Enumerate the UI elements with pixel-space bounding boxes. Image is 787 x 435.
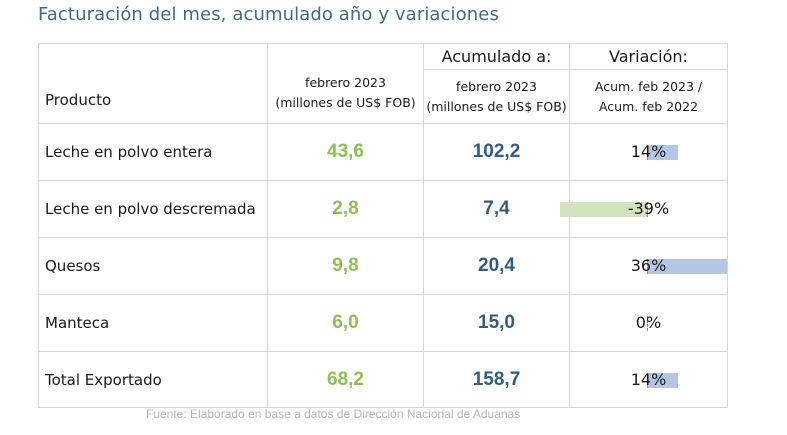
acum-value: 158,7 [423, 351, 570, 408]
product-cell: Manteca [38, 294, 268, 352]
variation-cell: -39% [560, 180, 728, 238]
variation-axis [647, 316, 648, 331]
variation-label: 14% [630, 369, 667, 389]
month-value: 6,0 [267, 294, 424, 352]
variation-cell: 14% [569, 123, 728, 181]
table-row-total: Total Exportado 68,2 158,7 14% [38, 351, 728, 408]
header-row-top: Producto febrero 2023 (millones de US$ F… [38, 43, 728, 124]
variation-bar [647, 259, 727, 274]
table-row: Leche en polvo descremada 2,8 7,4 -39% [38, 180, 728, 238]
month-value: 2,8 [267, 180, 424, 238]
month-value: 43,6 [267, 123, 424, 181]
header-var-line2: Acum. feb 2022 [598, 98, 699, 114]
acum-value: 20,4 [423, 237, 570, 295]
header-month: febrero 2023 (millones de US$ FOB) [267, 43, 424, 124]
table-row: Manteca 6,0 15,0 0% [38, 294, 728, 352]
acum-value: 15,0 [423, 294, 570, 352]
product-cell: Total Exportado [38, 351, 268, 408]
header-row-bottom: febrero 2023 (millones de US$ FOB) Acum.… [39, 69, 728, 124]
variation-cell: 0% [569, 294, 728, 352]
acum-value: 102,2 [423, 123, 570, 181]
variation-cell: 14% [569, 351, 728, 408]
header-var: Acum. feb 2023 / Acum. feb 2022 [569, 69, 728, 124]
variation-bar [560, 202, 647, 217]
exports-table: Producto febrero 2023 (millones de US$ F… [38, 43, 728, 408]
variation-axis [647, 202, 648, 217]
variation-axis [647, 259, 648, 274]
header-product: Producto [38, 43, 268, 124]
header-acum-title: Acumulado a: [423, 43, 570, 70]
variation-label: -39% [627, 199, 670, 218]
product-cell: Leche en polvo entera [38, 123, 268, 181]
variation-bar [647, 145, 679, 160]
header-var-line1: Acum. feb 2023 / [594, 78, 703, 94]
page-title: Facturación del mes, acumulado año y var… [38, 4, 499, 25]
month-value: 9,8 [267, 237, 424, 295]
acum-value: 7,4 [423, 180, 570, 238]
product-cell: Leche en polvo descremada [38, 180, 268, 238]
header-acum-line2: (millones de US$ FOB) [426, 98, 567, 114]
month-value: 68,2 [267, 351, 424, 408]
variation-cell: 36% [569, 237, 728, 295]
table-row: Leche en polvo entera 43,6 102,2 14% [38, 123, 728, 181]
header-month-line2: (millones de US$ FOB) [275, 94, 416, 110]
variation-label: 14% [630, 142, 667, 161]
header-product-label: Producto [45, 91, 112, 109]
variation-axis [647, 372, 648, 388]
header-var-title: Variación: [569, 43, 728, 70]
variation-label: 0% [635, 313, 662, 332]
product-cell: Quesos [38, 237, 268, 295]
variation-axis [647, 145, 648, 160]
variation-bar [647, 372, 679, 388]
header-month-line1: febrero 2023 [305, 74, 386, 90]
header-acum: febrero 2023 (millones de US$ FOB) [423, 69, 570, 124]
variation-label: 36% [630, 256, 667, 275]
source-note: Fuente: Elaborado en base a datos de Dir… [146, 407, 521, 421]
header-acum-line1: febrero 2023 [456, 78, 537, 94]
table-row: Quesos 9,8 20,4 36% [38, 237, 728, 295]
